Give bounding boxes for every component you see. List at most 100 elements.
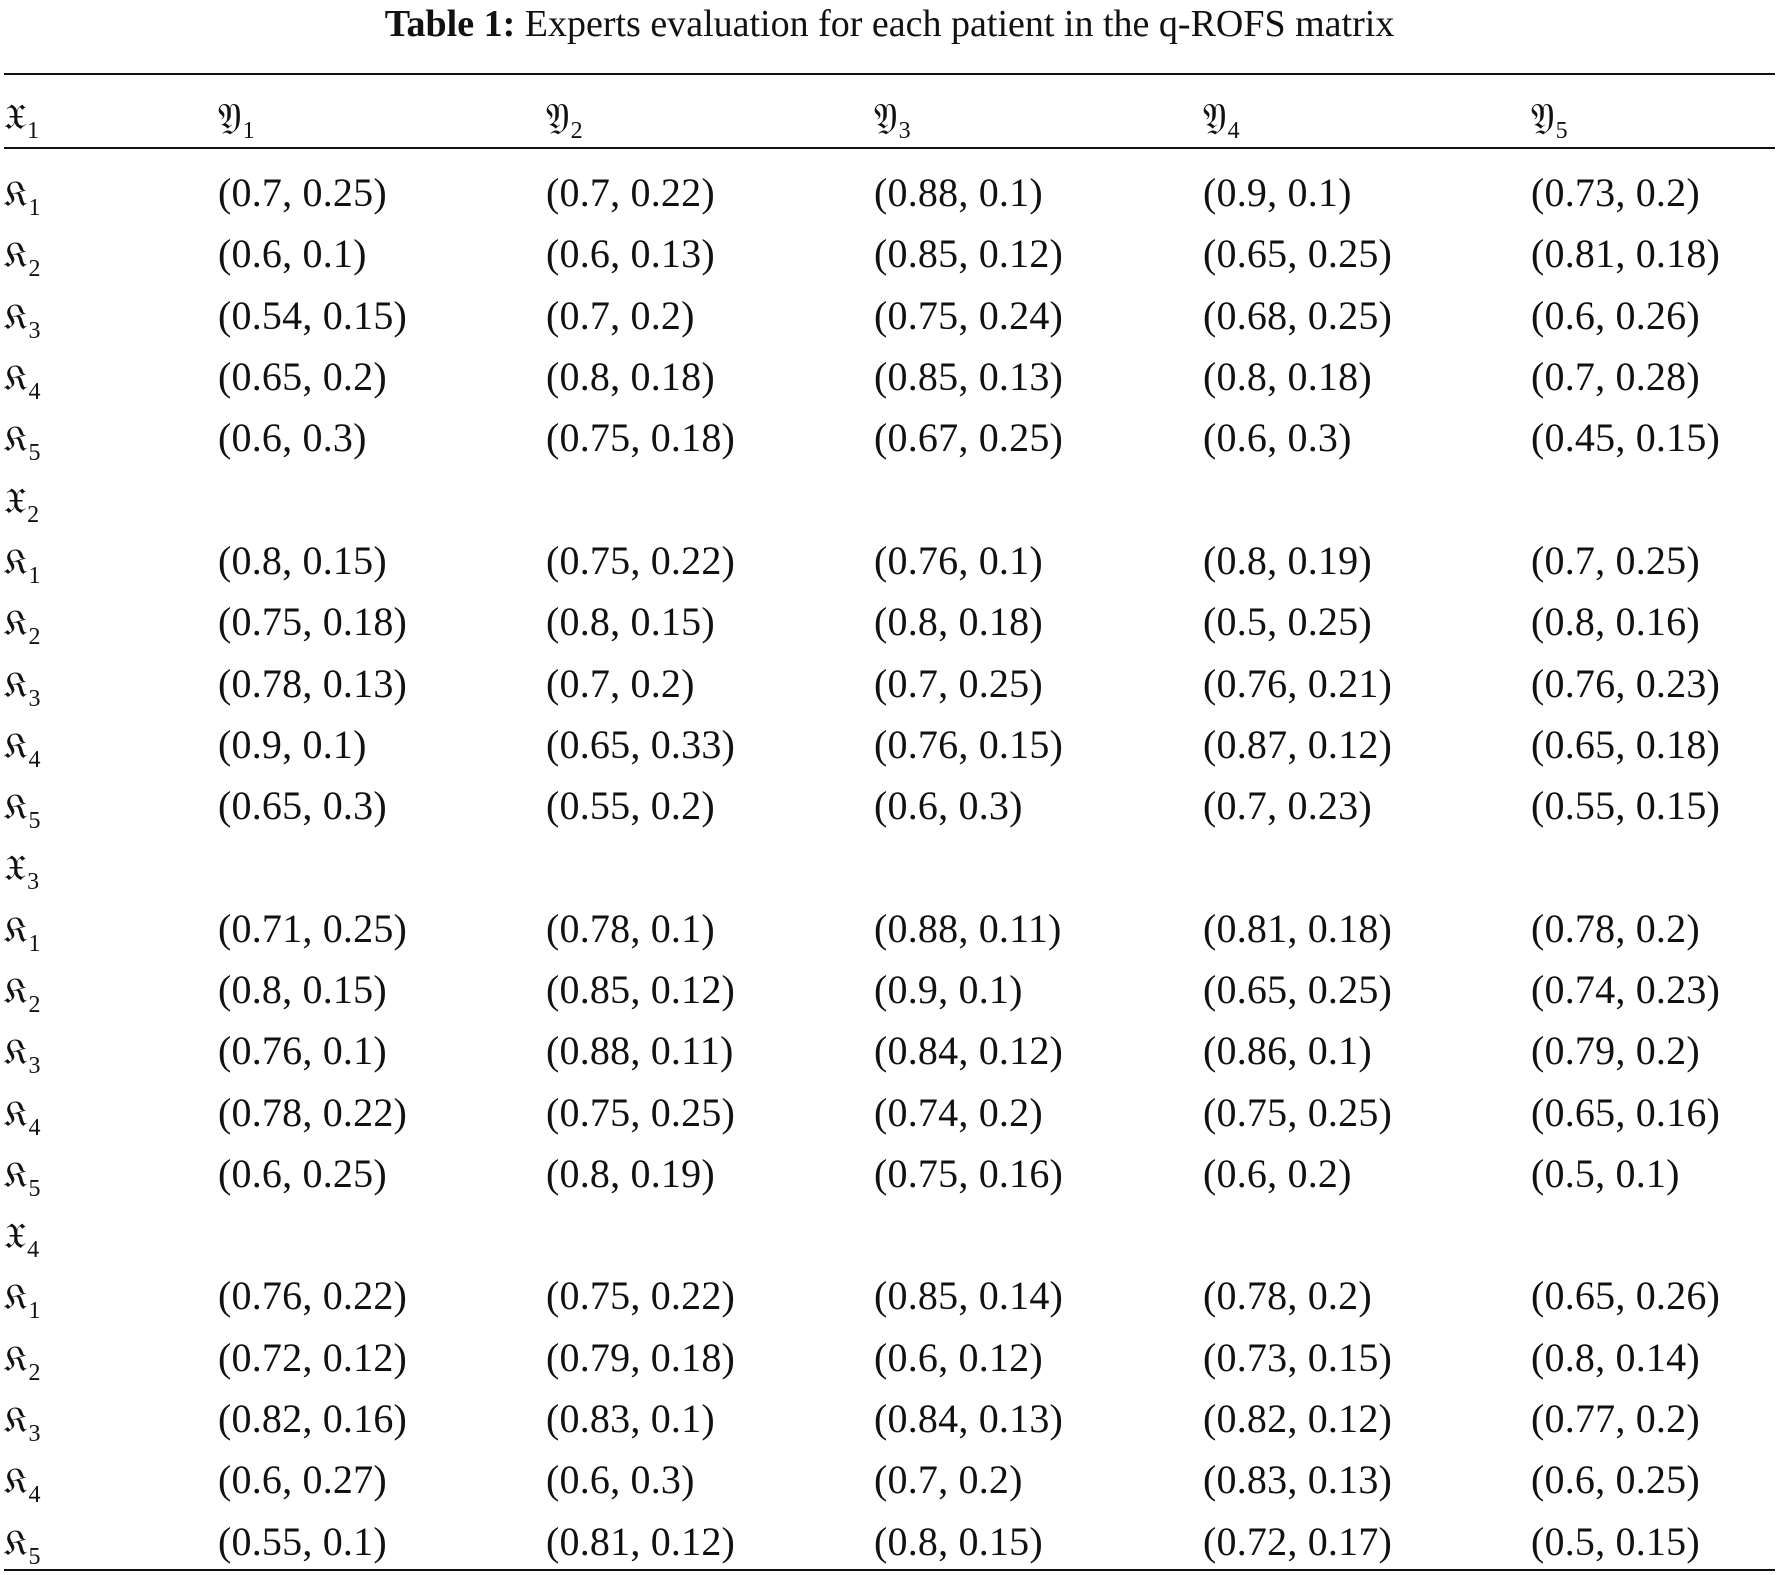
row-subscript: 1: [28, 1298, 41, 1325]
value-cell: (0.85, 0.14): [874, 1273, 1064, 1319]
empty-cell: [1531, 468, 1775, 529]
value-cell: (0.83, 0.13): [1203, 1457, 1393, 1503]
table-row: 𝔎2 (0.6, 0.1) (0.6, 0.13) (0.85, 0.12) (0.65…: [4, 223, 1775, 284]
value-cell: (0.76, 0.21): [1203, 660, 1393, 706]
value-cell: (0.75, 0.22): [546, 1273, 736, 1319]
row-label-cell: 𝔎4: [4, 346, 218, 407]
table-header-row: 𝔛1 𝔜1 𝔜2 𝔜3 𝔜4 𝔜5: [4, 83, 1775, 147]
value-cell: (0.85, 0.12): [546, 967, 736, 1012]
value-cell: (0.75, 0.16): [874, 1150, 1064, 1196]
empty-cell: [1531, 1204, 1775, 1265]
row-symbol: 𝔎: [4, 1522, 28, 1564]
row-label-cell: 𝔎4: [4, 1449, 218, 1510]
value-cell: (0.5, 0.25): [1203, 599, 1372, 645]
expert-subscript: 3: [27, 869, 40, 896]
row-subscript: 2: [28, 1359, 41, 1386]
value-cell: (0.82, 0.12): [1203, 1396, 1393, 1442]
expert-group-label: 𝔛4: [4, 1204, 218, 1265]
row-symbol: 𝔎: [4, 1032, 28, 1074]
table-row: 𝔎3 (0.78, 0.13) (0.7, 0.2) (0.7, 0.25) (0.76…: [4, 652, 1775, 713]
row-label-cell: 𝔎5: [4, 775, 218, 836]
value-cell: (0.72, 0.12): [218, 1334, 408, 1380]
value-cell: (0.76, 0.1): [874, 537, 1043, 583]
expert-group-label: 𝔛2: [4, 468, 218, 529]
table-row: 𝔎3 (0.54, 0.15) (0.7, 0.2) (0.75, 0.24) (0.6…: [4, 285, 1775, 346]
row-symbol: 𝔎: [4, 971, 28, 1012]
value-cell: (0.79, 0.18): [546, 1334, 736, 1380]
value-cell: (0.83, 0.1): [546, 1396, 715, 1442]
value-cell: (0.6, 0.25): [1531, 1457, 1700, 1503]
header-column-cell: 𝔜1: [218, 83, 546, 147]
table-row: 𝔎4 (0.65, 0.2) (0.8, 0.18) (0.85, 0.13) (0.8…: [4, 346, 1775, 407]
table-row: 𝔎5 (0.6, 0.3) (0.75, 0.18) (0.67, 0.25) (0.6…: [4, 407, 1775, 468]
header-column-symbol: 𝔜: [1203, 96, 1227, 138]
value-cell: (0.7, 0.25): [218, 170, 387, 216]
row-symbol: 𝔎: [4, 1461, 28, 1503]
header-column-subscript: 2: [570, 117, 583, 144]
row-symbol: 𝔎: [4, 541, 28, 583]
table-header-rule: [4, 147, 1775, 149]
value-cell: (0.67, 0.25): [874, 415, 1064, 461]
value-cell: (0.79, 0.2): [1531, 1028, 1700, 1074]
table-row: 𝔎4 (0.78, 0.22) (0.75, 0.25) (0.74, 0.2) (0.…: [4, 1081, 1775, 1142]
row-subscript: 4: [28, 1114, 41, 1141]
header-column-cell: 𝔜2: [546, 83, 874, 147]
row-label-cell: 𝔎5: [4, 1143, 218, 1204]
row-subscript: 5: [28, 440, 41, 467]
table-bottom-rule: [4, 1569, 1775, 1571]
value-cell: (0.76, 0.1): [218, 1028, 387, 1074]
empty-cell: [874, 468, 1203, 529]
value-cell: (0.8, 0.15): [218, 967, 387, 1012]
value-cell: (0.6, 0.1): [218, 231, 367, 277]
empty-cell: [1203, 1204, 1531, 1265]
value-cell: (0.6, 0.12): [874, 1334, 1043, 1380]
empty-cell: [218, 836, 546, 897]
value-cell: (0.5, 0.1): [1531, 1150, 1680, 1196]
table-row: 𝔎1 (0.71, 0.25) (0.78, 0.1) (0.88, 0.11) (0.…: [4, 898, 1775, 959]
empty-cell: [1203, 468, 1531, 529]
value-cell: (0.78, 0.1): [546, 905, 715, 951]
value-cell: (0.78, 0.2): [1531, 905, 1700, 951]
value-cell: (0.9, 0.1): [1203, 170, 1352, 216]
row-subscript: 4: [28, 746, 41, 773]
value-cell: (0.65, 0.33): [546, 721, 736, 767]
value-cell: (0.6, 0.25): [218, 1150, 387, 1196]
row-label-cell: 𝔎4: [4, 1081, 218, 1142]
row-subscript: 3: [28, 1053, 41, 1080]
header-column-symbol: 𝔜: [1531, 96, 1555, 138]
value-cell: (0.88, 0.11): [546, 1028, 734, 1074]
value-cell: (0.81, 0.18): [1531, 231, 1721, 277]
row-label-cell: 𝔎4: [4, 714, 218, 775]
header-expert-symbol: 𝔛: [4, 96, 27, 138]
value-cell: (0.71, 0.25): [218, 905, 408, 951]
value-cell: (0.87, 0.12): [1203, 721, 1393, 767]
value-cell: (0.6, 0.3): [546, 1457, 695, 1503]
header-column-symbol: 𝔜: [546, 96, 570, 138]
value-cell: (0.65, 0.25): [1203, 231, 1393, 277]
value-cell: (0.88, 0.1): [874, 170, 1043, 216]
value-cell: (0.6, 0.2): [1203, 1150, 1352, 1196]
row-subscript: 4: [28, 379, 41, 406]
table-caption-label: Table 1:: [384, 3, 516, 45]
value-cell: (0.75, 0.18): [546, 415, 736, 461]
row-subscript: 3: [28, 685, 41, 712]
row-symbol: 𝔎: [4, 787, 28, 829]
row-label-cell: 𝔎2: [4, 223, 218, 284]
empty-cell: [874, 836, 1203, 897]
table-row: 𝔎2 (0.72, 0.12) (0.79, 0.18) (0.6, 0.12) (0.…: [4, 1327, 1775, 1388]
row-symbol: 𝔎: [4, 1154, 28, 1196]
value-cell: (0.84, 0.12): [874, 1028, 1064, 1074]
row-symbol: 𝔎: [4, 725, 28, 767]
row-label-cell: 𝔎3: [4, 652, 218, 713]
value-cell: (0.73, 0.15): [1203, 1334, 1393, 1380]
value-cell: (0.6, 0.26): [1531, 292, 1700, 338]
value-cell: (0.6, 0.3): [1203, 415, 1352, 461]
table-row: 𝔎4 (0.6, 0.27) (0.6, 0.3) (0.7, 0.2) (0.83, …: [4, 1449, 1775, 1510]
value-cell: (0.65, 0.16): [1531, 1089, 1721, 1135]
value-cell: (0.65, 0.18): [1531, 721, 1721, 767]
table-row: 𝔎5 (0.55, 0.1) (0.81, 0.12) (0.8, 0.15) (0.7…: [4, 1511, 1775, 1572]
expert-group-row: 𝔛3: [4, 836, 1775, 897]
value-cell: (0.74, 0.2): [874, 1089, 1043, 1135]
table-row: 𝔎1 (0.76, 0.22) (0.75, 0.22) (0.85, 0.14) (0…: [4, 1265, 1775, 1326]
